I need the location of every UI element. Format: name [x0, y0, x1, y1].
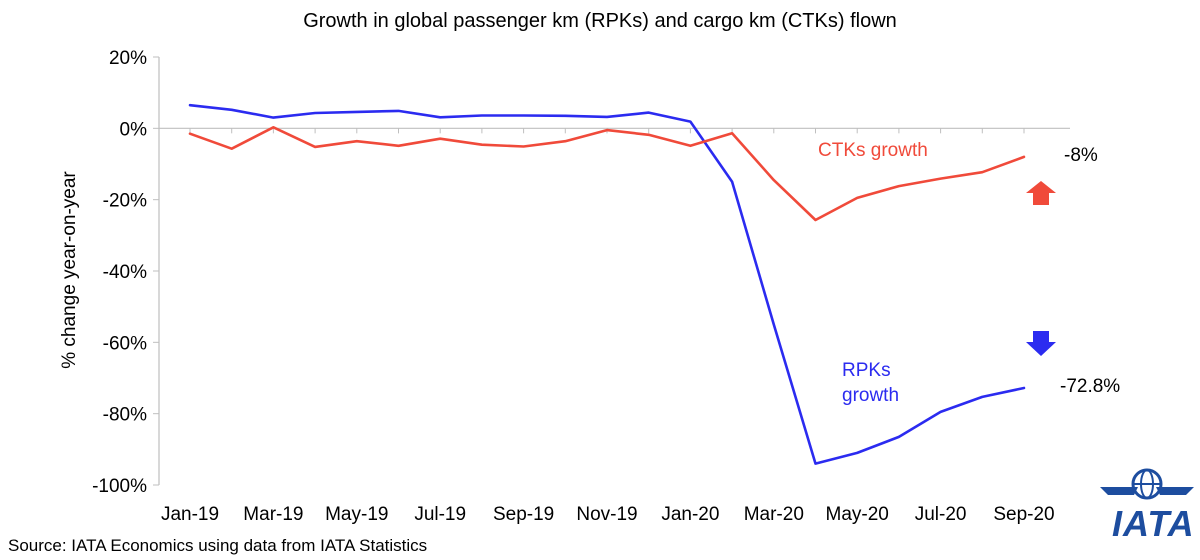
iata-logo-text: IATA: [1112, 503, 1195, 544]
chart-title: Growth in global passenger km (RPKs) and…: [303, 10, 897, 32]
rpk-series-label-line1: RPKs: [842, 360, 891, 381]
y-tick-label: -40%: [103, 262, 147, 283]
rpk-series-line: [188, 103, 1026, 465]
x-tick-label: Mar-19: [243, 504, 303, 525]
ctk-series-label: CTKs growth: [818, 140, 928, 161]
y-tick-label: 0%: [120, 119, 148, 140]
x-tick-label: May-19: [325, 504, 388, 525]
y-tick-label: -80%: [103, 405, 147, 426]
ctk-end-label: -8%: [1064, 145, 1098, 166]
y-axis-label: % change year-on-year: [59, 171, 80, 369]
y-tick-label: 20%: [109, 48, 147, 69]
right-wing-icon: [1156, 487, 1194, 495]
x-tick-label: Mar-20: [744, 504, 804, 525]
y-tick-label: -60%: [103, 333, 147, 354]
y-tick-label: -100%: [92, 476, 147, 497]
x-tick-label: Sep-19: [493, 504, 554, 525]
x-tick-label: Jan-19: [161, 504, 219, 525]
down-arrow-icon: [1026, 331, 1056, 356]
x-tick-label: Jul-20: [915, 504, 967, 525]
globe-meridian: [1140, 469, 1154, 499]
x-tick-label: Nov-19: [576, 504, 637, 525]
rpk-end-label: -72.8%: [1060, 376, 1121, 397]
x-tick-label: May-20: [826, 504, 889, 525]
ctk-series-line: [188, 126, 1026, 222]
source-note: Source: IATA Economics using data from I…: [8, 536, 428, 555]
x-tick-label: Jan-20: [661, 504, 719, 525]
x-tick-label: Sep-20: [993, 504, 1054, 525]
x-tick-label: Jul-19: [414, 504, 466, 525]
left-wing-icon: [1100, 487, 1138, 495]
up-arrow-icon: [1026, 181, 1056, 205]
y-tick-label: -20%: [103, 191, 147, 212]
rpk-series-label-line2: growth: [842, 385, 900, 406]
